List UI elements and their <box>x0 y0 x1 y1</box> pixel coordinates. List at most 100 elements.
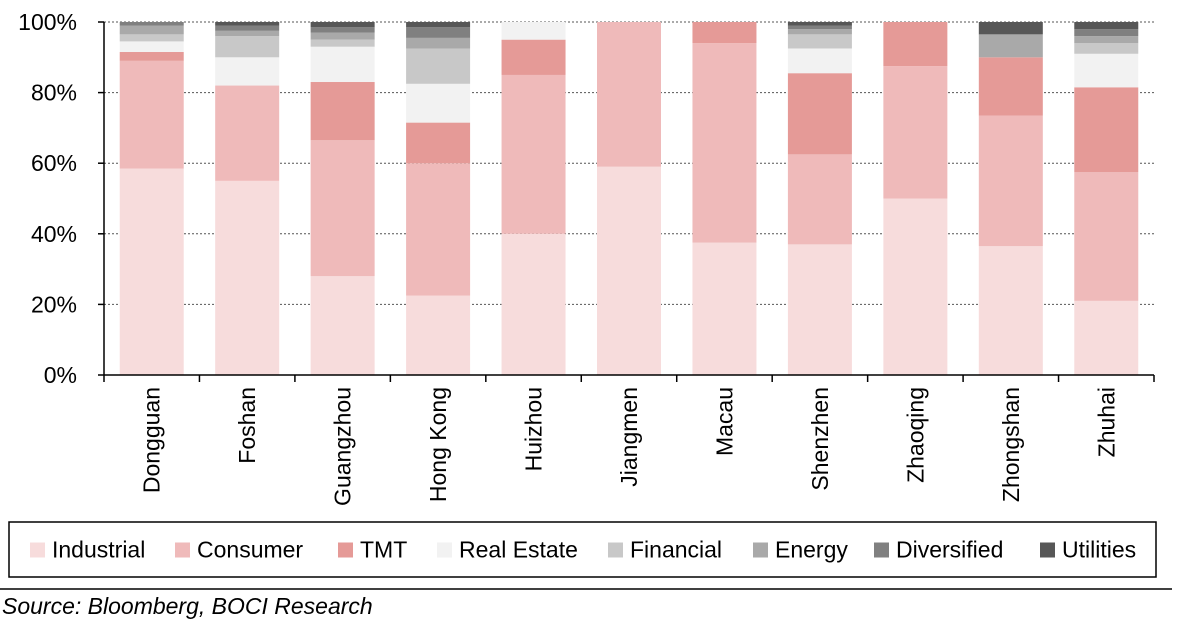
legend-label-real-estate: Real Estate <box>459 537 578 563</box>
x-tick-label-zhongshan: Zhongshan <box>998 387 1024 502</box>
bar-stack-zhongshan <box>978 22 1043 375</box>
legend-label-financial: Financial <box>630 537 722 563</box>
legend-item-real-estate: Real Estate <box>437 537 578 563</box>
bar-hong-kong-tmt <box>406 122 471 164</box>
bar-hong-kong-diversified <box>406 27 471 38</box>
bar-foshan-utilities <box>215 22 280 26</box>
y-tick-labels: 0% 20% 40% 60% 80% 100% <box>18 9 77 388</box>
axes <box>98 21 1155 382</box>
bar-guangzhou-utilities <box>310 22 375 28</box>
legend-label-energy: Energy <box>775 537 848 563</box>
bar-shenzhen-energy <box>787 29 852 35</box>
bar-guangzhou-tmt <box>310 82 375 141</box>
y-tick-label-20: 20% <box>31 291 77 317</box>
x-tick-label-guangzhou: Guangzhou <box>330 387 356 506</box>
x-tick-label-foshan: Foshan <box>234 387 260 464</box>
bar-foshan-real-estate <box>215 57 280 86</box>
legend-item-diversified: Diversified <box>874 537 1003 563</box>
bar-zhuhai-real-estate <box>1074 53 1139 88</box>
bar-zhuhai-industrial <box>1074 300 1139 375</box>
legend-swatch-utilities <box>1040 542 1055 558</box>
bar-hong-kong-energy <box>406 37 471 49</box>
bar-shenzhen-real-estate <box>787 48 852 74</box>
bar-stack-guangzhou <box>310 22 375 375</box>
bar-dongguan-industrial <box>119 168 184 375</box>
bar-guangzhou-real-estate <box>310 46 375 83</box>
x-tick-label-zhaoqing: Zhaoqing <box>902 387 928 483</box>
legend-swatch-financial <box>608 542 623 558</box>
bars-group <box>119 22 1139 375</box>
legend-swatch-energy <box>753 542 768 558</box>
legend-item-financial: Financial <box>608 537 722 563</box>
bar-huizhou-industrial <box>501 233 566 375</box>
bar-shenzhen-financial <box>787 34 852 49</box>
legend-item-energy: Energy <box>753 537 848 563</box>
bar-guangzhou-industrial <box>310 276 375 375</box>
bar-dongguan-diversified <box>119 22 184 26</box>
y-tick-label-60: 60% <box>31 150 77 176</box>
x-tick-label-zhuhai: Zhuhai <box>1093 387 1119 457</box>
bar-hong-kong-industrial <box>406 295 471 375</box>
legend-swatch-tmt <box>338 542 353 558</box>
bar-zhongshan-utilities <box>978 22 1043 35</box>
bar-stack-shenzhen <box>787 22 852 375</box>
bar-zhaoqing-consumer <box>883 66 948 199</box>
bar-huizhou-consumer <box>501 74 566 234</box>
legend-swatch-industrial <box>30 542 45 558</box>
bar-dongguan-consumer <box>119 60 184 169</box>
bar-zhuhai-consumer <box>1074 172 1139 301</box>
bar-guangzhou-consumer <box>310 140 375 277</box>
bar-guangzhou-financial <box>310 39 375 47</box>
bar-shenzhen-diversified <box>787 25 852 30</box>
bar-guangzhou-energy <box>310 32 375 40</box>
legend-item-utilities: Utilities <box>1040 537 1136 563</box>
y-tick-label-100: 100% <box>18 9 77 35</box>
legend-box <box>8 521 1157 578</box>
bar-guangzhou-diversified <box>310 27 375 33</box>
legend-label-industrial: Industrial <box>52 537 145 563</box>
bar-dongguan-financial <box>119 34 184 42</box>
bar-zhongshan-industrial <box>978 246 1043 375</box>
x-tick-label-jiangmen: Jiangmen <box>616 387 642 487</box>
bar-macau-tmt <box>692 22 757 44</box>
legend-label-utilities: Utilities <box>1062 537 1136 563</box>
bar-jiangmen-consumer <box>597 22 661 167</box>
bar-shenzhen-tmt <box>787 73 852 155</box>
bar-hong-kong-real-estate <box>406 83 471 123</box>
x-tick-labels: Dongguan Foshan Guangzhou Hong Kong Huizhou J… <box>139 387 1120 506</box>
legend-swatch-consumer <box>175 542 190 558</box>
bar-stack-foshan <box>215 22 280 375</box>
bar-stack-zhuhai <box>1074 22 1139 375</box>
bar-macau-consumer <box>692 43 757 243</box>
x-tick-label-hong-kong: Hong Kong <box>425 387 451 502</box>
legend: Industrial Consumer TMT Real Estate Financia… <box>8 521 1157 578</box>
bar-dongguan-energy <box>119 25 184 35</box>
legend-item-industrial: Industrial <box>30 537 145 563</box>
bar-shenzhen-industrial <box>787 244 852 375</box>
bar-huizhou-real-estate <box>501 22 566 40</box>
bar-foshan-financial <box>215 36 280 58</box>
bar-hong-kong-financial <box>406 48 471 84</box>
bar-zhuhai-utilities <box>1074 22 1139 30</box>
bar-jiangmen-industrial <box>597 166 661 375</box>
legend-label-consumer: Consumer <box>197 537 303 563</box>
bar-dongguan-real-estate <box>119 41 184 53</box>
bar-zhaoqing-industrial <box>883 198 948 375</box>
bar-zhongshan-consumer <box>978 115 1043 247</box>
legend-item-tmt: TMT <box>338 537 407 563</box>
bar-zhuhai-financial <box>1074 43 1139 54</box>
bar-stack-hong-kong <box>406 22 471 375</box>
bar-shenzhen-consumer <box>787 154 852 245</box>
bar-stack-huizhou <box>501 22 566 375</box>
legend-label-diversified: Diversified <box>896 537 1003 563</box>
bar-foshan-consumer <box>215 85 280 181</box>
bar-zhuhai-diversified <box>1074 29 1139 37</box>
y-tick-label-40: 40% <box>31 221 77 247</box>
bar-dongguan-tmt <box>119 52 184 61</box>
bar-hong-kong-consumer <box>406 163 471 296</box>
x-tick-label-macau: Macau <box>711 387 737 456</box>
bar-foshan-energy <box>215 30 280 37</box>
bar-foshan-industrial <box>215 180 280 375</box>
bar-foshan-diversified <box>215 25 280 31</box>
